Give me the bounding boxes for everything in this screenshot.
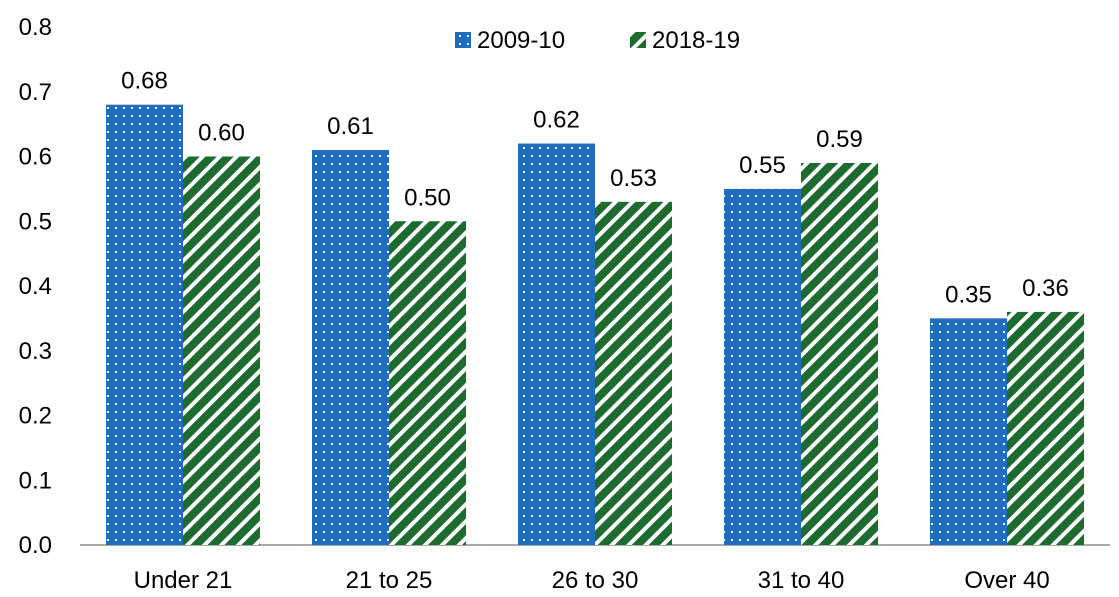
x-category-label: 31 to 40 bbox=[758, 567, 845, 594]
bar-series-1 bbox=[106, 104, 183, 545]
data-label: 0.36 bbox=[1022, 275, 1069, 302]
y-tick-label: 0.2 bbox=[19, 403, 52, 430]
y-tick-label: 0.6 bbox=[19, 144, 52, 171]
legend-swatch bbox=[630, 32, 646, 48]
bar-series-2 bbox=[801, 162, 878, 545]
data-labels: 0.68 0.60 0.61 0.50 0.62 0.53 0.55 0.59 0.35 0.36 bbox=[121, 68, 1069, 309]
y-tick-label: 0.7 bbox=[19, 79, 52, 106]
y-tick-label: 0.4 bbox=[19, 273, 52, 300]
bar-series-2 bbox=[389, 221, 466, 545]
x-category-label: 26 to 30 bbox=[552, 567, 639, 594]
data-label: 0.35 bbox=[945, 281, 992, 308]
x-category-label: Over 40 bbox=[964, 567, 1049, 594]
y-tick-label: 0.0 bbox=[19, 532, 52, 559]
data-label: 0.55 bbox=[739, 152, 786, 179]
bar-series-2 bbox=[183, 156, 260, 545]
x-category-label: 21 to 25 bbox=[346, 567, 433, 594]
x-category-label: Under 21 bbox=[134, 567, 233, 594]
legend-label: 2009-10 bbox=[477, 27, 565, 54]
bar-series-1 bbox=[724, 188, 801, 545]
bar-series-2 bbox=[1007, 311, 1084, 545]
data-label: 0.53 bbox=[610, 165, 657, 192]
bar-series-1 bbox=[312, 150, 389, 545]
data-label: 0.61 bbox=[327, 113, 374, 140]
bar-series-2 bbox=[595, 201, 672, 545]
y-axis: 0.0 0.1 0.2 0.3 0.4 0.5 0.6 0.7 0.8 bbox=[19, 14, 52, 559]
bar-series-1 bbox=[930, 318, 1007, 545]
bar-series-1 bbox=[518, 143, 595, 546]
x-axis: Under 21 21 to 25 26 to 30 31 to 40 Over 40 bbox=[80, 544, 1110, 594]
data-label: 0.59 bbox=[816, 126, 863, 153]
legend-swatch bbox=[455, 32, 471, 48]
y-tick-label: 0.3 bbox=[19, 338, 52, 365]
legend-label: 2018-19 bbox=[652, 27, 740, 54]
bars bbox=[106, 104, 1084, 546]
data-label: 0.62 bbox=[533, 107, 580, 134]
data-label: 0.60 bbox=[198, 120, 245, 147]
data-label: 0.50 bbox=[404, 184, 451, 211]
y-tick-label: 0.5 bbox=[19, 208, 52, 235]
data-label: 0.68 bbox=[121, 68, 168, 95]
y-tick-label: 0.1 bbox=[19, 467, 52, 494]
legend: 2009-10 2018-19 bbox=[455, 27, 740, 54]
y-tick-label: 0.8 bbox=[19, 14, 52, 41]
